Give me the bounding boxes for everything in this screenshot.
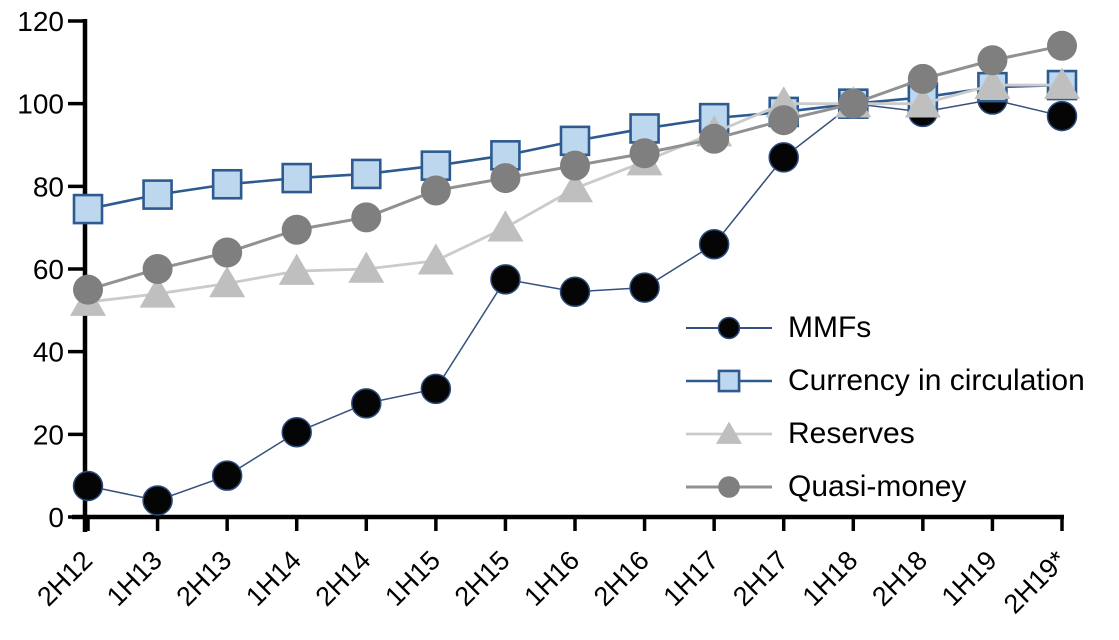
data-point-marker <box>350 158 382 190</box>
data-point-marker <box>278 253 315 285</box>
x-tick-label: 2H16 <box>588 545 655 612</box>
data-point-marker <box>768 142 799 173</box>
circle-marker-icon <box>686 316 772 339</box>
data-point-marker <box>351 388 382 419</box>
data-point-marker <box>699 123 730 154</box>
legend-label: Reserves <box>788 416 915 450</box>
data-point-marker <box>629 138 660 169</box>
data-point-marker <box>716 420 742 444</box>
y-tick-label: 120 <box>17 6 64 37</box>
data-point-marker <box>348 251 385 283</box>
x-tick-label: 1H17 <box>658 545 725 612</box>
data-point-marker <box>1044 67 1080 99</box>
x-tick-label: 1H19 <box>936 545 1003 612</box>
legend-label: Quasi-money <box>788 469 967 503</box>
data-point-marker <box>72 193 104 225</box>
data-point-marker <box>490 163 521 194</box>
data-point-marker <box>73 274 103 305</box>
data-point-marker <box>904 86 941 118</box>
data-point-marker <box>209 266 246 298</box>
data-point-marker <box>718 475 740 498</box>
legend-item-currency-in-circulation: Currency in circulation <box>684 354 1085 407</box>
legend-item-mmfs: MMFs <box>684 301 1085 354</box>
data-point-marker <box>974 67 1011 99</box>
x-tick-label: 2H19* <box>998 545 1073 620</box>
legend-item-quasi-money: Quasi-money <box>684 460 1085 513</box>
chart-legend: MMFs Currency in circulation Reserves Quasi… <box>684 301 1085 513</box>
data-point-marker <box>417 243 454 275</box>
data-point-marker <box>560 150 590 181</box>
data-point-marker <box>72 470 104 502</box>
data-point-marker <box>139 276 176 308</box>
data-point-marker <box>838 88 869 119</box>
data-point-marker <box>717 316 741 339</box>
x-tick-label: 1H15 <box>379 545 446 612</box>
legend-label: Currency in circulation <box>788 363 1085 397</box>
x-tick-label: 1H18 <box>797 545 864 612</box>
data-point-marker <box>768 105 799 136</box>
y-tick-label: 0 <box>48 502 64 533</box>
x-tick-label: 2H18 <box>866 545 933 612</box>
x-tick-label: 2H14 <box>310 545 377 612</box>
x-tick-label: 1H14 <box>240 545 307 612</box>
data-point-marker <box>281 162 313 194</box>
data-point-marker <box>212 237 243 268</box>
legend-label: MMFs <box>788 310 872 344</box>
data-point-marker <box>490 264 521 295</box>
data-point-marker <box>1047 30 1077 61</box>
data-point-marker <box>211 168 243 200</box>
data-point-marker <box>142 485 173 516</box>
y-tick-label: 80 <box>33 171 64 202</box>
data-point-marker <box>977 45 1008 76</box>
data-point-marker <box>487 210 524 242</box>
data-point-marker <box>420 373 452 405</box>
square-marker-icon <box>686 369 772 392</box>
data-point-marker <box>629 272 660 303</box>
data-point-marker <box>420 175 451 206</box>
y-tick-label: 20 <box>33 419 64 450</box>
data-point-marker <box>557 171 593 203</box>
series-quasi-money <box>73 30 1077 305</box>
x-tick-label: 1H13 <box>101 545 168 612</box>
data-point-marker <box>351 202 382 233</box>
data-point-marker <box>907 63 938 94</box>
data-point-marker <box>281 417 312 448</box>
data-point-marker <box>698 228 730 260</box>
legend-item-reserves: Reserves <box>684 407 1085 460</box>
x-tick-label: 1H16 <box>518 545 585 612</box>
data-point-marker <box>142 254 173 284</box>
data-point-marker <box>490 140 521 171</box>
data-point-marker <box>629 113 660 144</box>
y-tick-label: 100 <box>17 89 64 120</box>
data-point-marker <box>281 214 312 245</box>
x-tick-label: 2H12 <box>31 545 98 612</box>
x-tick-label: 2H15 <box>449 545 516 612</box>
x-tick-label: 2H13 <box>171 545 238 612</box>
y-tick-label: 40 <box>33 337 64 368</box>
triangle-marker-icon <box>686 420 772 444</box>
circle-marker-icon <box>686 475 772 498</box>
data-point-marker <box>559 276 591 307</box>
x-tick-label: 2H17 <box>727 545 794 612</box>
y-tick-label: 60 <box>33 254 64 285</box>
data-point-marker <box>717 369 741 392</box>
data-point-marker <box>142 179 173 210</box>
data-point-marker <box>1046 100 1078 132</box>
data-point-marker <box>211 460 243 491</box>
